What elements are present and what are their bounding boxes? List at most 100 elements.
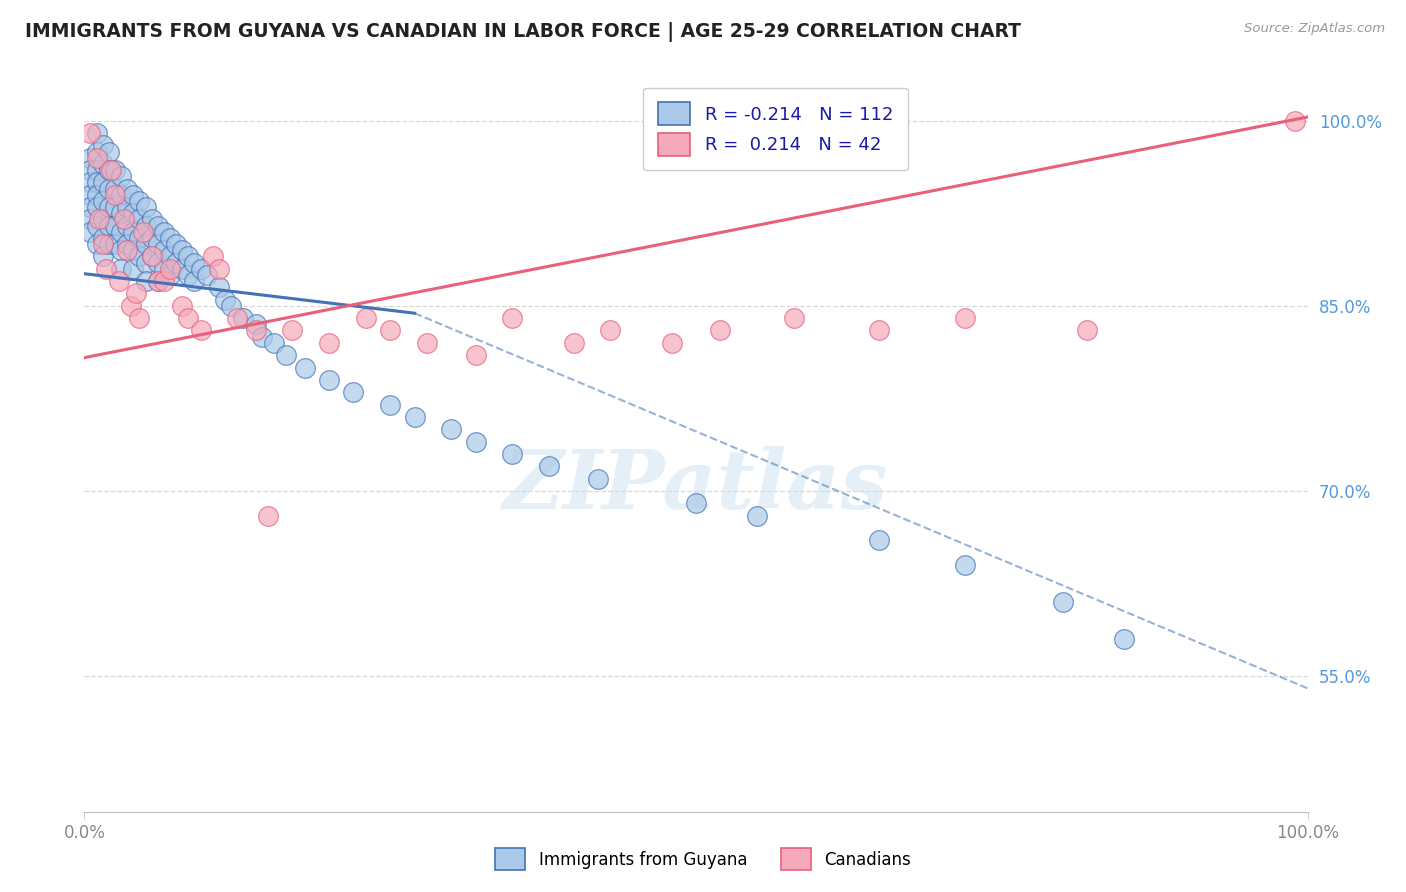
Point	[709, 324, 731, 338]
Point	[110, 187, 132, 202]
Point	[146, 237, 169, 252]
Point	[107, 274, 129, 288]
Point	[464, 348, 486, 362]
Point	[440, 422, 463, 436]
Point	[135, 219, 157, 233]
Text: Source: ZipAtlas.com: Source: ZipAtlas.com	[1244, 22, 1385, 36]
Point	[128, 212, 150, 227]
Point	[141, 250, 163, 264]
Point	[104, 163, 127, 178]
Point	[599, 324, 621, 338]
Point	[104, 219, 127, 233]
Point	[120, 299, 142, 313]
Point	[86, 219, 108, 233]
Point	[146, 255, 169, 269]
Point	[502, 447, 524, 461]
Point	[91, 237, 114, 252]
Point	[538, 459, 561, 474]
Point	[87, 212, 110, 227]
Point	[115, 237, 138, 252]
Point	[135, 255, 157, 269]
Point	[141, 231, 163, 245]
Point	[953, 558, 976, 572]
Point	[214, 293, 236, 307]
Point	[135, 200, 157, 214]
Point	[226, 311, 249, 326]
Point	[141, 212, 163, 227]
Point	[165, 237, 187, 252]
Point	[245, 318, 267, 332]
Point	[100, 163, 122, 178]
Point	[263, 335, 285, 350]
Legend: R = -0.214   N = 112, R =  0.214   N = 42: R = -0.214 N = 112, R = 0.214 N = 42	[644, 87, 908, 170]
Point	[201, 250, 224, 264]
Point	[416, 335, 439, 350]
Point	[115, 200, 138, 214]
Point	[122, 261, 145, 276]
Point	[159, 250, 181, 264]
Point	[1052, 595, 1074, 609]
Point	[586, 472, 609, 486]
Point	[281, 324, 304, 338]
Point	[502, 311, 524, 326]
Point	[318, 335, 340, 350]
Point	[115, 244, 138, 258]
Point	[464, 434, 486, 449]
Point	[110, 244, 132, 258]
Point	[86, 163, 108, 178]
Point	[86, 145, 108, 159]
Point	[208, 280, 231, 294]
Point	[153, 225, 176, 239]
Point	[97, 163, 120, 178]
Point	[1284, 113, 1306, 128]
Point	[219, 299, 242, 313]
Point	[97, 181, 120, 195]
Point	[125, 286, 148, 301]
Point	[97, 219, 120, 233]
Legend: Immigrants from Guyana, Canadians: Immigrants from Guyana, Canadians	[489, 842, 917, 877]
Point	[122, 244, 145, 258]
Point	[104, 181, 127, 195]
Text: IMMIGRANTS FROM GUYANA VS CANADIAN IN LABOR FORCE | AGE 25-29 CORRELATION CHART: IMMIGRANTS FROM GUYANA VS CANADIAN IN LA…	[25, 22, 1021, 42]
Point	[685, 496, 707, 510]
Point	[79, 126, 101, 140]
Point	[86, 126, 108, 140]
Point	[404, 409, 426, 424]
Point	[146, 274, 169, 288]
Point	[342, 385, 364, 400]
Point	[86, 176, 108, 190]
Point	[232, 311, 254, 326]
Point	[159, 231, 181, 245]
Point	[294, 360, 316, 375]
Point	[122, 187, 145, 202]
Point	[153, 244, 176, 258]
Point	[91, 250, 114, 264]
Point	[172, 261, 194, 276]
Point	[153, 274, 176, 288]
Point	[661, 335, 683, 350]
Point	[159, 268, 181, 282]
Point	[135, 274, 157, 288]
Point	[153, 261, 176, 276]
Point	[195, 268, 218, 282]
Point	[79, 151, 101, 165]
Point	[380, 398, 402, 412]
Point	[91, 157, 114, 171]
Point	[190, 324, 212, 338]
Point	[79, 200, 101, 214]
Point	[97, 145, 120, 159]
Point	[562, 335, 585, 350]
Point	[79, 225, 101, 239]
Point	[354, 311, 377, 326]
Point	[110, 206, 132, 220]
Point	[135, 237, 157, 252]
Point	[86, 237, 108, 252]
Point	[112, 212, 135, 227]
Point	[276, 348, 298, 362]
Point	[250, 329, 273, 343]
Point	[91, 194, 114, 208]
Point	[96, 261, 118, 276]
Point	[177, 250, 200, 264]
Point	[1114, 632, 1136, 646]
Point	[141, 250, 163, 264]
